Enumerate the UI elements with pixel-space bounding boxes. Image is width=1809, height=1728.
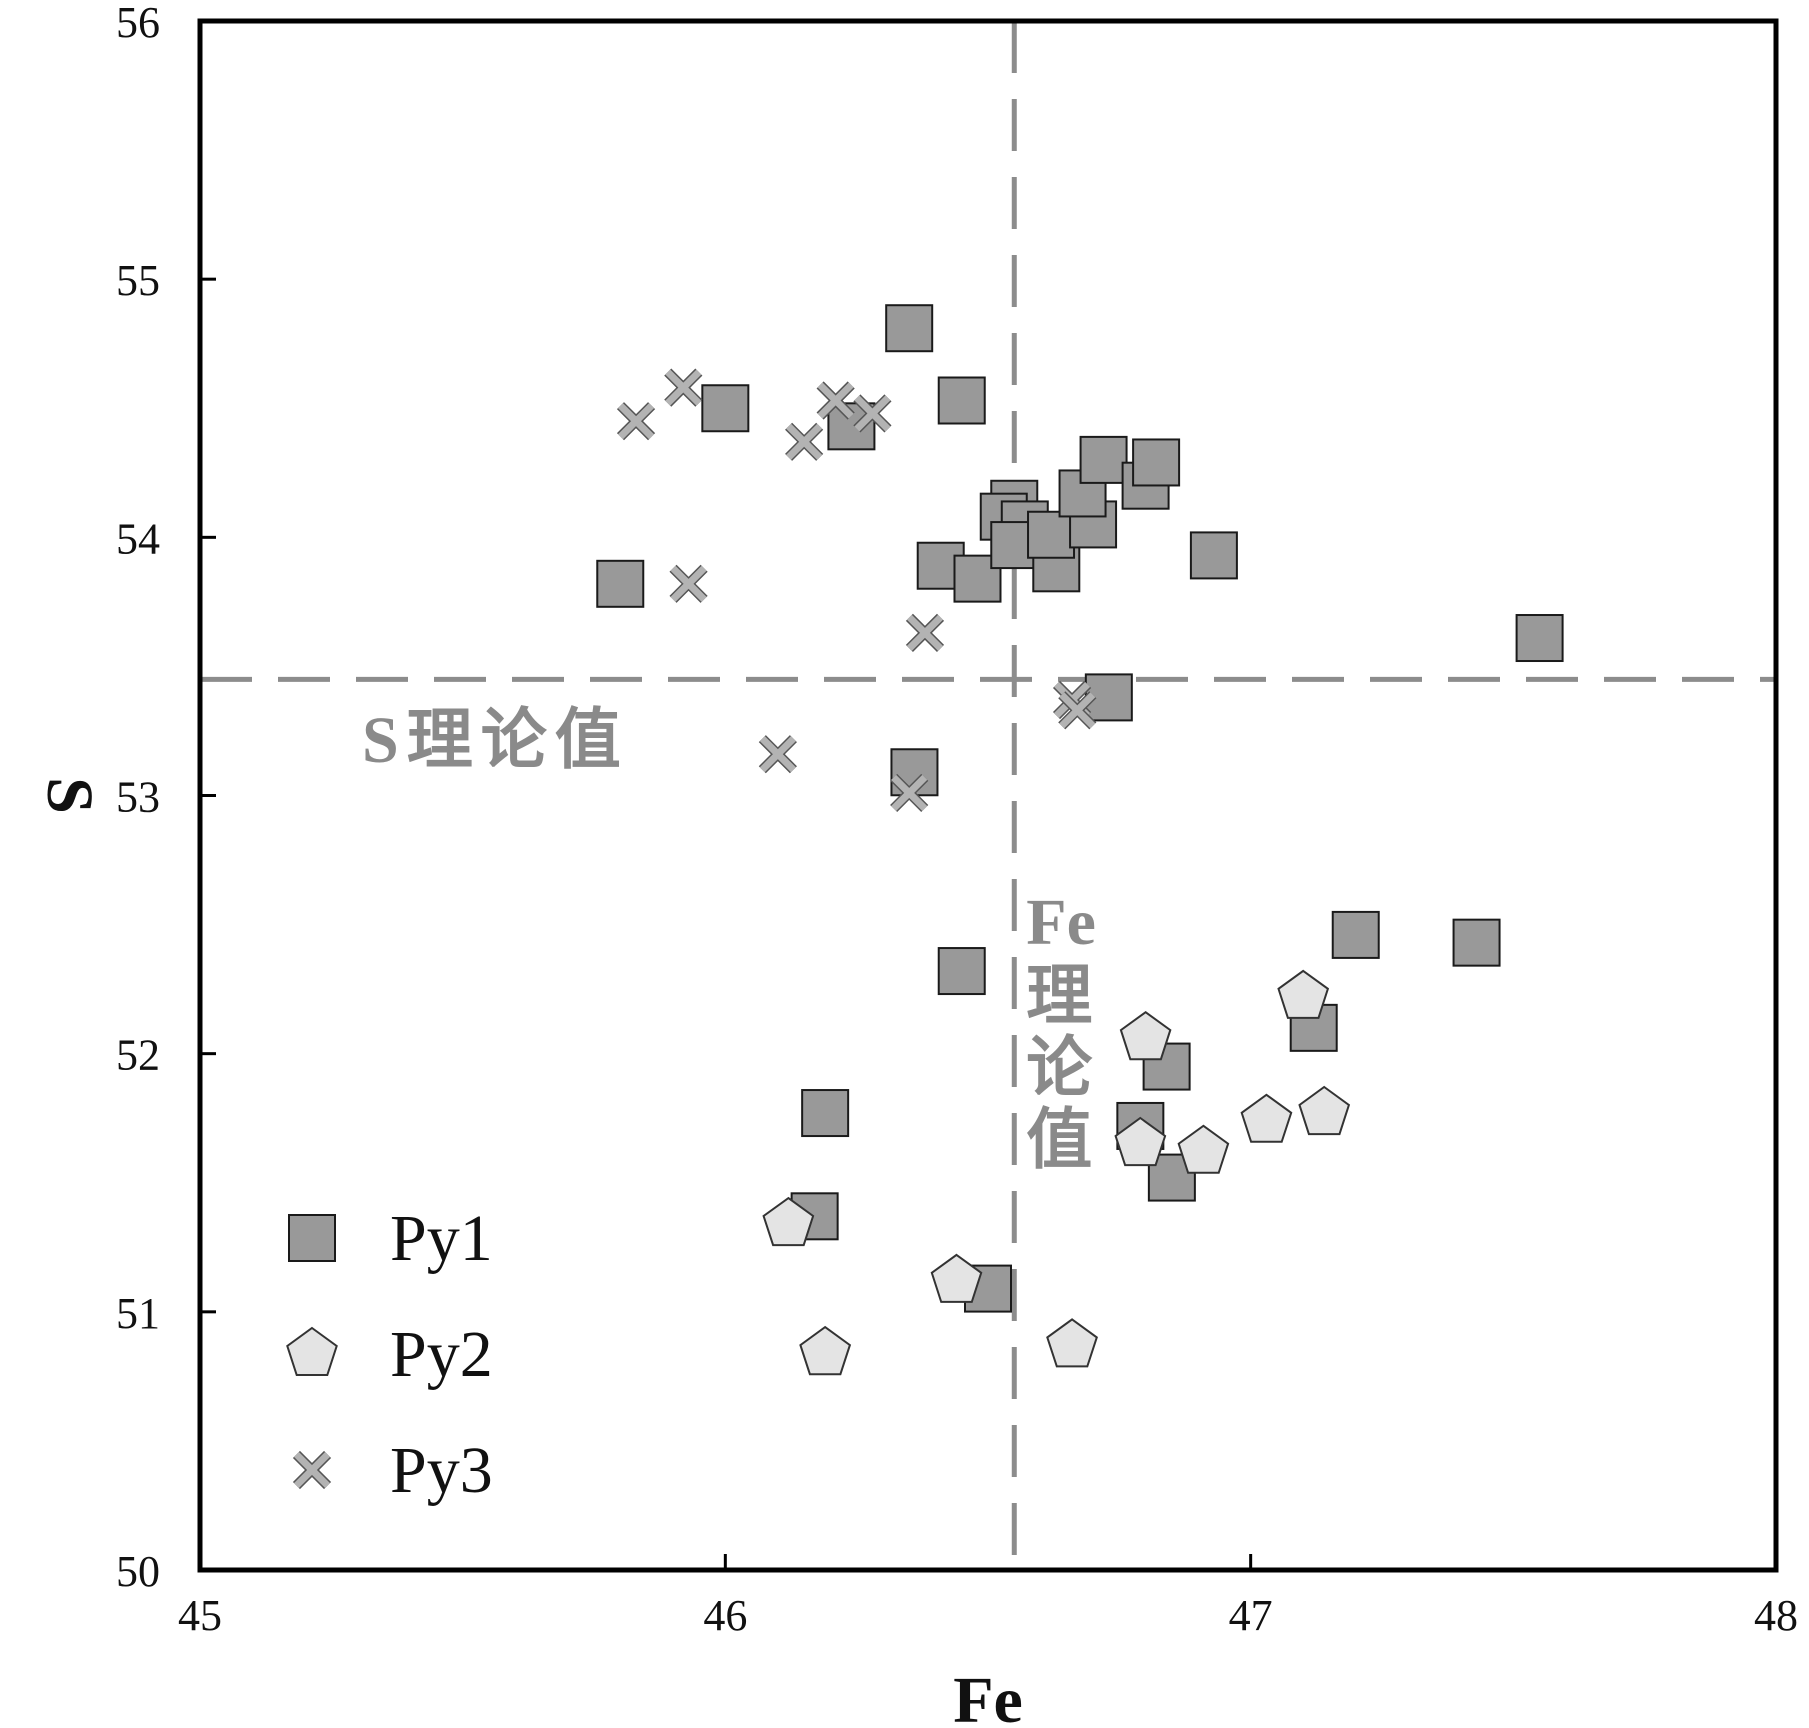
- cross-stroke: [817, 382, 854, 419]
- reference-lines: Fe 理论值 S理论值: [200, 21, 1776, 1570]
- x-tick-label: 46: [703, 1591, 747, 1640]
- y-tick-label: 55: [116, 256, 160, 305]
- legend-item-py3: Py3: [292, 1434, 493, 1507]
- cross-marker: [664, 368, 703, 407]
- cross-stroke: [906, 614, 943, 651]
- pentagon-marker: [1046, 1318, 1098, 1368]
- cross-marker: [758, 735, 797, 774]
- fe-reference-label: Fe 理论值: [1026, 886, 1096, 1177]
- series-py3: [616, 368, 1097, 813]
- pentagon-marker: [1298, 1085, 1351, 1136]
- cross-stroke: [617, 403, 655, 440]
- square-marker: [596, 559, 645, 608]
- legend-label: Py1: [390, 1202, 493, 1275]
- cross-marker: [785, 422, 824, 461]
- y-tick-label: 54: [116, 514, 160, 563]
- cross-stroke: [786, 423, 823, 460]
- square-marker: [1331, 910, 1380, 959]
- legend-label: Py2: [390, 1318, 493, 1391]
- cross-marker: [816, 381, 855, 420]
- fe-label-char: Fe: [1026, 886, 1096, 959]
- legend-label: Py3: [390, 1434, 493, 1507]
- cross-marker: [1058, 691, 1097, 730]
- data-points: [596, 304, 1564, 1376]
- y-tick-label: 50: [116, 1547, 160, 1596]
- legend: Py1 Py2 Py3: [286, 1202, 493, 1507]
- cross-stroke: [1059, 692, 1096, 729]
- pentagon-marker: [1119, 1010, 1172, 1061]
- square-marker: [1027, 510, 1076, 559]
- square-marker: [937, 947, 986, 996]
- y-axis-title: S: [33, 777, 106, 814]
- fe-label-char: 理: [1026, 960, 1092, 1033]
- legend-item-py2: Py2: [286, 1318, 493, 1391]
- square-marker: [1132, 438, 1181, 487]
- cross-marker: [669, 564, 708, 603]
- pentagon-marker: [1177, 1124, 1230, 1174]
- pentagon-marker: [286, 1326, 338, 1376]
- y-tick-label: 53: [116, 773, 160, 822]
- x-tick-label: 45: [178, 1591, 222, 1640]
- square-marker: [1189, 531, 1238, 580]
- x-tick-label: 48: [1754, 1591, 1798, 1640]
- series-py1: [596, 304, 1564, 1313]
- y-tick-label: 51: [116, 1289, 160, 1338]
- cross-stroke: [854, 395, 891, 432]
- pentagon-marker: [762, 1196, 815, 1247]
- cross-marker: [292, 1450, 332, 1490]
- cross-stroke: [293, 1451, 331, 1489]
- square-marker: [937, 376, 986, 425]
- fe-label-char: 值: [1026, 1104, 1092, 1177]
- pentagon-marker: [1114, 1116, 1167, 1167]
- fe-label-char: 论: [1026, 1032, 1093, 1105]
- square-marker: [288, 1214, 336, 1262]
- y-tick-label: 52: [116, 1031, 160, 1080]
- pentagon-marker: [799, 1325, 852, 1376]
- pentagon-marker: [1240, 1093, 1293, 1143]
- pentagon-marker: [930, 1253, 983, 1303]
- pentagon-marker: [1277, 969, 1330, 1019]
- square-marker: [801, 1089, 850, 1138]
- cross-stroke: [891, 774, 928, 811]
- y-tick-label: 56: [116, 0, 160, 47]
- square-marker: [1452, 918, 1501, 967]
- cross-marker: [616, 402, 656, 441]
- square-marker: [701, 384, 750, 433]
- cross-stroke: [670, 565, 707, 602]
- axis-ticks: 45 46 47 48 50 51 52 53 54 55 56: [116, 0, 1798, 1640]
- legend-item-py1: Py1: [288, 1202, 493, 1275]
- cross-marker: [853, 394, 892, 433]
- cross-marker: [890, 773, 929, 813]
- series-py2: [762, 969, 1351, 1376]
- square-marker: [885, 304, 934, 353]
- square-marker: [1079, 435, 1128, 484]
- square-marker: [1515, 614, 1564, 663]
- cross-stroke: [665, 369, 702, 406]
- x-tick-label: 47: [1229, 1591, 1273, 1640]
- x-axis-title: Fe: [953, 1664, 1023, 1728]
- cross-stroke: [759, 736, 796, 773]
- cross-marker: [905, 613, 945, 652]
- s-reference-label: S理论值: [362, 704, 629, 777]
